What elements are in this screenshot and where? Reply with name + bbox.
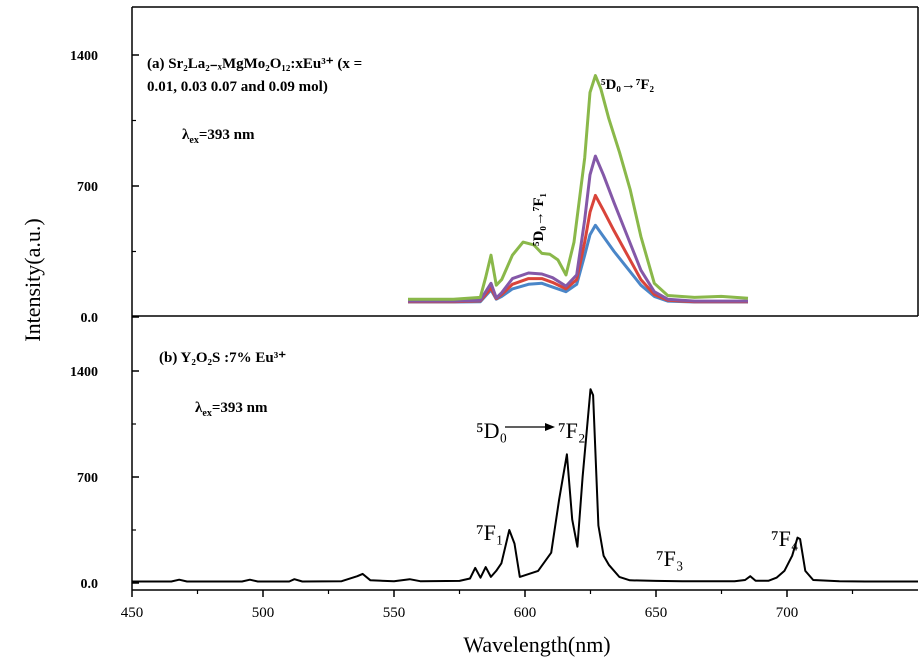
panel-b-yticks: 1400 700 0.0 <box>70 365 139 592</box>
panel-b-xtick-label: 700 <box>776 605 799 621</box>
panel-a-excitation: λex=393 nm <box>182 127 255 146</box>
excitation-value: =393 nm <box>212 400 268 416</box>
panel-b-xticks: 450 500 550 600 650 700 <box>121 590 854 621</box>
panel-a-ytick-label: 700 <box>77 180 98 195</box>
panel-a-series-line-4 <box>408 74 749 301</box>
panel-a-ytick-label: 1400 <box>70 49 98 64</box>
panel-b-f2-annotation: ⁷F₂ <box>558 418 586 443</box>
panel-b-xtick-label: 550 <box>383 605 406 621</box>
panel-b-series-line <box>132 388 918 583</box>
panel-b-ytick-label: 700 <box>77 471 98 486</box>
panel-b-ytick-label: 0.0 <box>81 577 99 592</box>
lambda-subscript: ex <box>189 135 198 146</box>
panel-a-f2-annotation: ⁵D₀→⁷F₂ <box>601 77 654 93</box>
panel-a-title-line2: 0.01, 0.03 0.07 and 0.09 mol) <box>147 79 328 95</box>
excitation-value: =393 nm <box>199 127 255 143</box>
panel-a-title: (a) Sr₂La₂₋ₓMgMo₂O₁₂:xEu³⁺ (x = <box>147 56 362 72</box>
panel-b-series <box>132 388 918 583</box>
panel-a-yticks: 1400 700 0.0 <box>70 49 139 326</box>
panel-b-f3-annotation: ⁷F₃ <box>656 546 684 571</box>
panel-b-title: (b) Y₂O₂S :7% Eu³⁺ <box>159 350 286 366</box>
panel-b-f1-annotation: ⁷F₁ <box>476 520 504 545</box>
panel-a-series-line-3 <box>408 154 748 303</box>
panel-a-f1-annotation: ⁵D₀→⁷F₁ <box>531 193 547 246</box>
lambda-symbol: λ <box>182 127 190 143</box>
panel-b-xtick-label: 450 <box>121 605 144 621</box>
panel-a: 1400 700 0.0 (a) Sr₂La₂₋ₓMgMo₂O₁₂:xEu³⁺ (x… <box>70 6 919 326</box>
x-axis-title: Wavelength(nm) <box>463 632 610 657</box>
lambda-subscript: ex <box>202 408 211 419</box>
panel-a-series <box>408 74 749 304</box>
panel-b-f4-annotation: ⁷F₄ <box>771 526 799 551</box>
panel-b-excitation: λex=393 nm <box>195 400 268 419</box>
y-axis-title: Intensity(a.u.) <box>20 218 45 341</box>
panel-b-d0-annotation: ⁵D₀ <box>476 418 507 443</box>
panel-b-xtick-label: 500 <box>252 605 275 621</box>
panel-a-ytick-label: 0.0 <box>81 311 99 326</box>
panel-b-xtick-label: 650 <box>645 605 668 621</box>
panel-b-arrow-head <box>545 423 555 431</box>
lambda-symbol: λ <box>195 400 203 416</box>
panel-b: 1400 700 0.0 450 500 550 600 650 700 (b) Y₂O₂S … <box>70 315 918 621</box>
panel-b-ytick-label: 1400 <box>70 365 98 380</box>
panel-b-xtick-label: 600 <box>514 605 537 621</box>
